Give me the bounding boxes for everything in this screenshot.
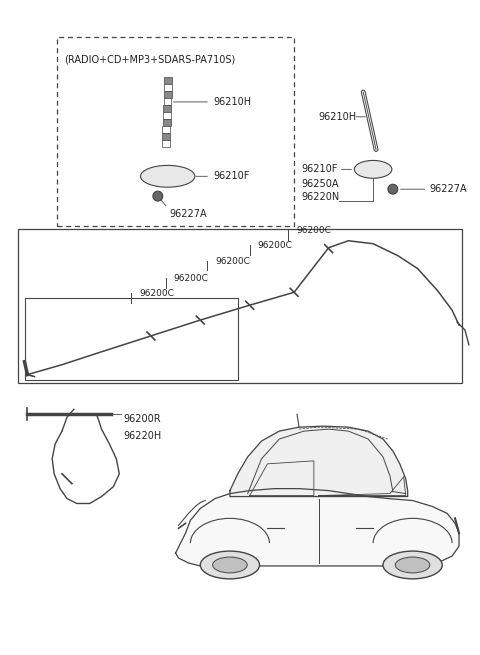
Ellipse shape	[383, 551, 442, 579]
Bar	[162, 133, 170, 140]
Text: 96250A: 96250A	[301, 179, 338, 189]
Polygon shape	[230, 426, 408, 496]
Ellipse shape	[388, 184, 398, 194]
Bar	[57, 37, 294, 226]
Ellipse shape	[396, 557, 430, 573]
Text: 96200C: 96200C	[139, 290, 174, 298]
Text: 96200C: 96200C	[215, 257, 250, 265]
Polygon shape	[176, 489, 459, 566]
Text: 96200C: 96200C	[258, 240, 292, 250]
Bar	[18, 229, 462, 383]
Bar	[164, 77, 172, 84]
Text: 96210F: 96210F	[301, 164, 337, 174]
Bar	[24, 298, 238, 379]
Text: (RADIO+CD+MP3+SDARS-PA710S): (RADIO+CD+MP3+SDARS-PA710S)	[64, 54, 235, 64]
Bar	[164, 84, 172, 91]
Bar	[162, 126, 170, 133]
Ellipse shape	[153, 191, 163, 201]
Ellipse shape	[200, 551, 260, 579]
Text: 96210H: 96210H	[319, 112, 357, 122]
Bar	[163, 112, 171, 119]
Text: 96227A: 96227A	[430, 184, 467, 194]
Bar	[164, 98, 171, 105]
Text: 96200C: 96200C	[296, 226, 331, 234]
Text: 96210F: 96210F	[213, 172, 250, 181]
Text: 96227A: 96227A	[169, 209, 207, 219]
Text: 96220N: 96220N	[301, 192, 339, 202]
Bar	[163, 119, 170, 126]
Ellipse shape	[213, 557, 247, 573]
Text: 96220H: 96220H	[123, 431, 161, 441]
Bar	[163, 105, 171, 112]
Ellipse shape	[354, 160, 392, 178]
Ellipse shape	[141, 165, 195, 187]
Bar	[164, 91, 172, 98]
Text: 96210H: 96210H	[213, 97, 251, 107]
Text: 96200R: 96200R	[123, 414, 161, 424]
Text: 96200C: 96200C	[174, 274, 208, 284]
Bar	[162, 140, 170, 147]
